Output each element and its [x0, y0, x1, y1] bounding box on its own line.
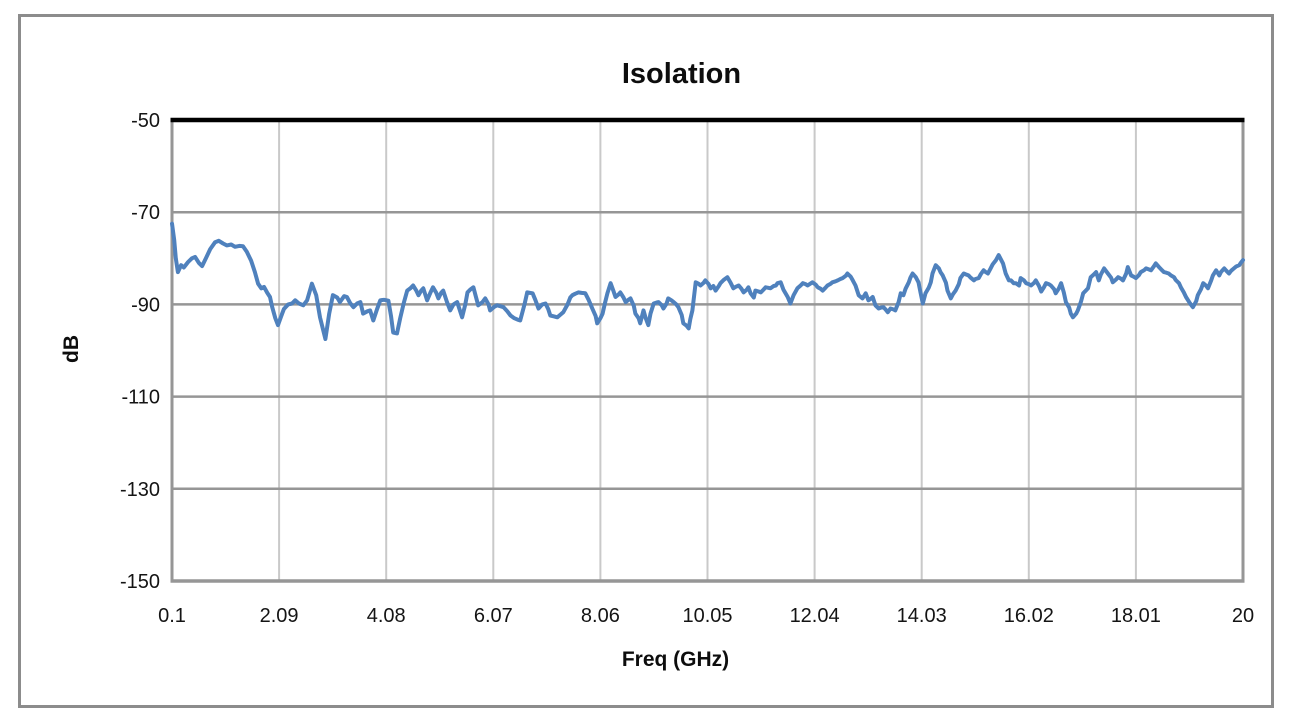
chart-area-border [18, 14, 1274, 708]
x-tick-label: 18.01 [1111, 605, 1161, 627]
x-tick-label: 4.08 [367, 605, 406, 627]
y-tick-label: -50 [131, 110, 160, 132]
y-tick-label: -130 [120, 479, 160, 501]
x-tick-label: 2.09 [260, 605, 299, 627]
isolation-series-line [170, 221, 1245, 341]
x-tick-label: 10.05 [682, 605, 732, 627]
x-tick-label: 0.1 [158, 605, 186, 627]
x-axis-title: Freq (GHz) [621, 648, 730, 671]
x-tick-label: 8.06 [581, 605, 620, 627]
y-tick-label: -150 [120, 571, 160, 593]
x-tick-label: 12.04 [790, 605, 840, 627]
x-tick-label: 20 [1232, 605, 1254, 627]
y-tick-label: -110 [121, 387, 160, 409]
plot-area: 0.1 2.09 4.08 6.07 8.06 10.05 12.04 14.03 16.02 1… [120, 110, 1254, 627]
chart-title: Isolation [621, 58, 742, 90]
x-tick-label: 6.07 [474, 605, 513, 627]
x-tick-label: 14.03 [897, 605, 947, 627]
y-tick-label: -90 [131, 294, 160, 316]
y-tick-label: -70 [131, 202, 160, 224]
y-axis-title: dB [60, 335, 83, 363]
x-tick-label: 16.02 [1004, 605, 1054, 627]
